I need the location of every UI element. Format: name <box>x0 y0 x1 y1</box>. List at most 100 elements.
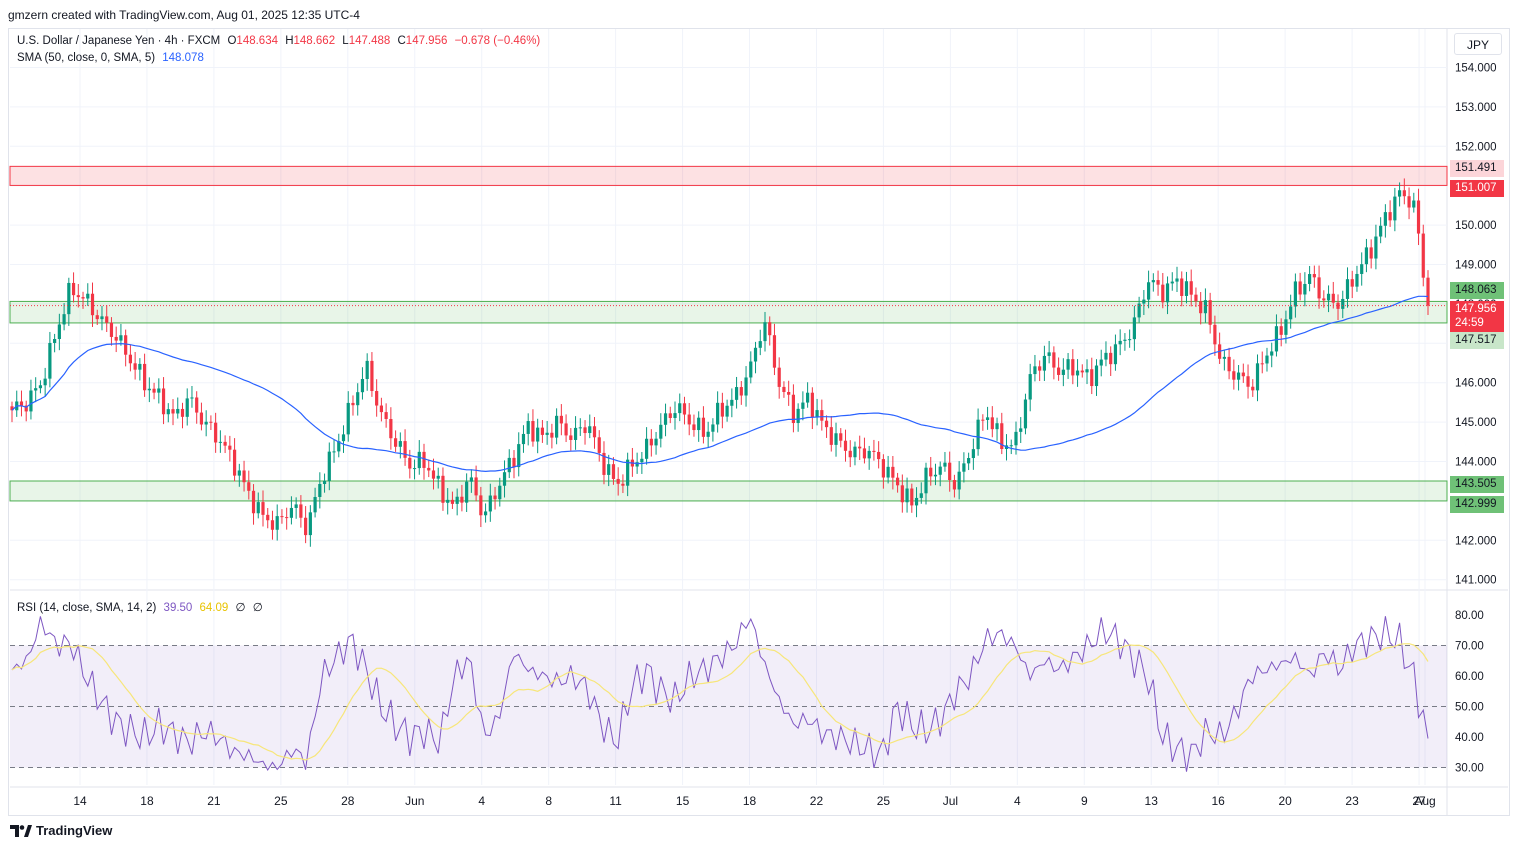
candle-body <box>1341 298 1345 309</box>
price-tick-label: 154.000 <box>1455 63 1497 75</box>
time-tick-label: 20 <box>1278 794 1292 808</box>
attribution-header: gmzern created with TradingView.com, Aug… <box>8 8 360 22</box>
candle-body <box>1289 306 1293 320</box>
candle-body <box>1270 351 1274 356</box>
candle-body <box>1383 212 1387 226</box>
rsi-tick-label: 30.00 <box>1455 763 1484 775</box>
close-label: C <box>397 35 406 47</box>
candle-body <box>209 421 213 423</box>
candle-body <box>483 511 488 516</box>
candle-body <box>801 402 805 409</box>
candle-body <box>1151 280 1155 283</box>
candle-body <box>1397 190 1402 197</box>
candle-body <box>214 422 218 443</box>
candle-body <box>138 363 142 370</box>
candle-body <box>1080 370 1084 373</box>
candle-body <box>559 415 563 424</box>
candle-body <box>427 467 431 471</box>
support2-top-badge: 143.505 <box>1450 476 1504 493</box>
candle-body <box>640 458 644 463</box>
time-tick-label: 9 <box>1081 794 1088 808</box>
tradingview-logo-icon <box>10 824 32 837</box>
candle-body <box>1066 359 1070 370</box>
candle-body <box>119 335 123 341</box>
candle-body <box>711 424 715 432</box>
candle-body <box>474 477 478 496</box>
candle-body <box>261 502 265 515</box>
candle-body <box>493 495 497 500</box>
candle-body <box>1165 283 1170 303</box>
candle-body <box>86 293 90 299</box>
time-tick-label: 13 <box>1145 794 1159 808</box>
candle-body <box>1355 273 1359 287</box>
candle-body <box>1052 352 1056 368</box>
candle-body <box>1042 355 1047 371</box>
candle-body <box>1232 371 1236 380</box>
candle-body <box>758 341 762 348</box>
countdown-badge: 24:59 <box>1450 315 1504 332</box>
candle-body <box>375 391 379 406</box>
candle-body <box>753 347 758 362</box>
candle-body <box>692 424 696 431</box>
candle-body <box>555 415 559 438</box>
candle-body <box>962 463 966 472</box>
candle-body <box>564 423 568 436</box>
candle-body <box>1175 278 1179 282</box>
candle-body <box>1350 279 1354 287</box>
zone-support-1 <box>9 300 1448 324</box>
candle-body <box>460 496 464 503</box>
candle-body <box>924 467 928 494</box>
candle-body <box>649 438 653 446</box>
sma-legend: SMA (50, close, 0, SMA, 5) 148.078 <box>17 52 208 64</box>
candle-body <box>796 408 800 424</box>
candle-body <box>1364 247 1369 265</box>
candle-body <box>408 457 412 469</box>
candle-body <box>412 468 417 470</box>
resistance-bottom-badge: 151.007 <box>1450 180 1504 197</box>
time-tick-label: 25 <box>877 794 891 808</box>
rsi-ma-value: 64.09 <box>199 602 229 614</box>
candle-body <box>294 504 298 508</box>
candle-body <box>152 388 156 393</box>
candle-body <box>1194 294 1198 302</box>
rsi-value: 39.50 <box>163 602 193 614</box>
candle-body <box>1246 376 1250 387</box>
candle-body <box>843 440 848 451</box>
candle-body <box>128 354 132 364</box>
currency-button[interactable]: JPY <box>1454 33 1502 55</box>
time-tick-label: 14 <box>73 794 87 808</box>
candle-body <box>526 421 530 434</box>
candle-body <box>517 444 521 468</box>
candle-body <box>938 466 942 475</box>
candle-body <box>948 462 952 481</box>
candle-body <box>48 342 52 379</box>
candle-body <box>853 446 857 458</box>
brand-footer[interactable]: TradingView <box>10 823 112 838</box>
candle-body <box>1416 200 1421 234</box>
candle-body <box>820 410 824 421</box>
sma-label: SMA (50, close, 0, SMA, 5) <box>17 52 156 64</box>
candle-body <box>720 402 724 417</box>
support1-bottom-badge: 147.517 <box>1450 332 1504 349</box>
candle-body <box>228 445 232 450</box>
rsi-tick-label: 40.00 <box>1455 732 1484 744</box>
candle-body <box>1326 293 1331 301</box>
candle-body <box>266 514 270 521</box>
candle-body <box>1317 277 1321 299</box>
candle-body <box>479 495 483 516</box>
rsi-band <box>10 645 1447 768</box>
candle-body <box>1118 340 1122 345</box>
candle-body <box>1104 352 1108 360</box>
candle-body <box>763 322 767 342</box>
candle-body <box>318 483 322 497</box>
candle-body <box>706 431 710 437</box>
candle-body <box>275 516 279 530</box>
candle-body <box>1407 196 1411 208</box>
candle-body <box>990 417 994 430</box>
time-tick-label: Jul <box>943 794 958 808</box>
price-tick-label: 141.000 <box>1455 575 1497 587</box>
candle-body <box>100 316 104 320</box>
candle-body <box>1293 281 1297 307</box>
candle-body <box>218 441 222 443</box>
